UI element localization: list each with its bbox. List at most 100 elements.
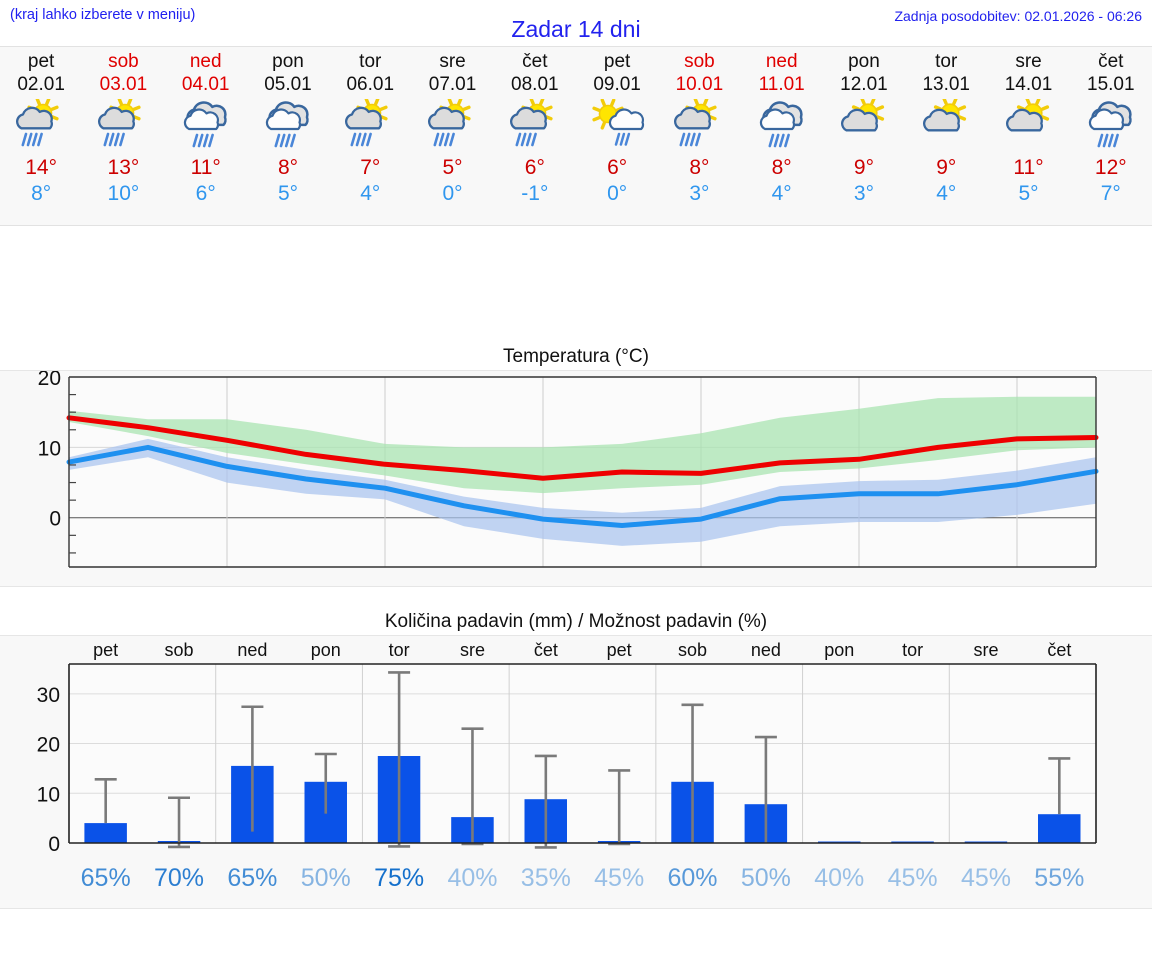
day-of-week-label: sob: [108, 51, 139, 72]
precipitation-category-label: sob: [678, 640, 707, 660]
day-date-label: 02.01: [17, 74, 65, 95]
daily-forecast-strip: pet 02.01 14° 8° sob 03.01 13° 10° ned 04.01 11° 6°…: [0, 46, 1152, 226]
min-temperature-label: 10°: [107, 182, 140, 205]
min-temperature-label: 4°: [771, 182, 792, 205]
max-temperature-label: 6°: [607, 156, 628, 179]
day-column[interactable]: čet 15.01 12° 7°: [1070, 47, 1152, 225]
precipitation-chart-panel: pet sob ned pon tor sre čet pet sob ned pon tor sre č…: [0, 635, 1152, 909]
precipitation-category-label: ned: [751, 640, 781, 660]
max-temperature-label: 6°: [524, 156, 545, 179]
day-date-label: 08.01: [511, 74, 559, 95]
layout-spacer: [0, 226, 1152, 344]
sun-cloud-rain-icon: [16, 99, 59, 147]
temperature-chart-title: Temperatura (°C): [503, 346, 649, 367]
day-column[interactable]: ned 11.01 8° 4°: [741, 47, 823, 225]
max-temperature-label: 14°: [25, 156, 58, 179]
day-of-week-label: čet: [1098, 51, 1124, 72]
min-temperature-label: -1°: [521, 182, 549, 205]
min-temperature-label: 5°: [1018, 182, 1039, 205]
precipitation-y-tick-label: 10: [37, 783, 60, 806]
weather-icon-wrap: [257, 99, 319, 153]
weather-icon-wrap: [998, 99, 1060, 153]
max-temperature-label: 8°: [771, 156, 792, 179]
precipitation-category-label: sob: [165, 640, 194, 660]
precipitation-probability-label: 45%: [888, 864, 938, 892]
weather-icon-wrap: [92, 99, 154, 153]
sun-cloud-icon: [923, 99, 967, 132]
precipitation-probability-label: 65%: [227, 864, 277, 892]
temperature-y-tick-label: 0: [49, 508, 61, 531]
min-temperature-label: 3°: [689, 182, 710, 205]
temperature-chart-panel: 0 10 20: [0, 370, 1152, 587]
precipitation-category-label: pon: [311, 640, 341, 660]
day-column[interactable]: sob 03.01 13° 10°: [82, 47, 164, 225]
min-temperature-label: 4°: [936, 182, 957, 205]
day-column[interactable]: tor 13.01 9° 4°: [905, 47, 987, 225]
sun-cloud-rain-icon: [98, 99, 142, 147]
day-date-label: 09.01: [593, 74, 641, 95]
weather-icon-wrap: [833, 99, 895, 153]
precipitation-probability-label: 70%: [154, 864, 204, 892]
cloud-rain-icon: [265, 101, 309, 148]
precipitation-probability-label: 75%: [374, 864, 424, 892]
min-temperature-label: 4°: [360, 182, 381, 205]
day-of-week-label: pon: [272, 51, 304, 72]
weather-icon-wrap: [504, 99, 566, 153]
day-column[interactable]: pon 12.01 9° 3°: [823, 47, 905, 225]
day-date-label: 15.01: [1087, 74, 1135, 95]
min-temperature-label: 8°: [31, 182, 52, 205]
day-column[interactable]: ned 04.01 11° 6°: [165, 47, 247, 225]
weather-icon-wrap: [10, 99, 72, 153]
day-date-label: 10.01: [675, 74, 724, 95]
precipitation-probability-label: 65%: [81, 864, 131, 892]
max-temperature-label: 5°: [442, 156, 463, 179]
day-column[interactable]: pet 09.01 6° 0°: [576, 47, 658, 225]
precipitation-category-label: čet: [1047, 640, 1071, 660]
day-column[interactable]: sob 10.01 8° 3°: [658, 47, 740, 225]
day-of-week-label: ned: [189, 51, 222, 72]
precipitation-bar: [84, 823, 127, 843]
day-column[interactable]: tor 06.01 7° 4°: [329, 47, 411, 225]
sun-cloud-lightrain-icon: [592, 99, 645, 146]
day-column[interactable]: sre 14.01 11° 5°: [987, 47, 1069, 225]
precipitation-chart-svg: pet sob ned pon tor sre čet pet sob ned pon tor sre č…: [0, 636, 1152, 908]
precipitation-probability-label: 40%: [447, 864, 497, 892]
max-temperature-label: 13°: [107, 156, 140, 179]
day-of-week-label: tor: [935, 51, 958, 72]
day-of-week-label: tor: [359, 51, 382, 72]
day-date-label: 04.01: [181, 74, 230, 95]
day-date-label: 05.01: [264, 74, 312, 95]
weather-icon-wrap: [668, 99, 730, 153]
day-column[interactable]: pon 05.01 8° 5°: [247, 47, 329, 225]
sun-cloud-icon: [840, 99, 885, 132]
min-temperature-label: 7°: [1100, 182, 1121, 205]
sun-cloud-rain-icon: [674, 99, 717, 147]
weather-icon-wrap: [751, 99, 813, 153]
precipitation-category-label: tor: [902, 640, 923, 660]
min-temperature-label: 5°: [277, 182, 299, 205]
weather-icon-wrap: [175, 99, 237, 153]
precipitation-category-label: sre: [460, 640, 485, 660]
cloud-rain-icon: [759, 101, 803, 148]
max-temperature-label: 9°: [853, 156, 874, 179]
max-temperature-label: 11°: [190, 156, 221, 179]
min-temperature-label: 6°: [195, 182, 216, 205]
day-of-week-label: pet: [27, 51, 55, 72]
day-date-label: 13.01: [922, 74, 970, 95]
day-column[interactable]: sre 07.01 5° 0°: [411, 47, 493, 225]
day-column[interactable]: pet 02.01 14° 8°: [0, 47, 82, 225]
temperature-y-tick-label: 10: [38, 437, 61, 460]
temperature-chart-svg: 0 10 20: [0, 371, 1152, 586]
day-of-week-label: sre: [439, 51, 466, 72]
precipitation-probability-label: 50%: [301, 864, 351, 892]
precipitation-probability-label: 45%: [961, 864, 1011, 892]
sun-cloud-rain-icon: [509, 99, 553, 147]
max-temperature-label: 9°: [936, 156, 957, 179]
day-column[interactable]: čet 08.01 6° -1°: [494, 47, 576, 225]
weather-icon-wrap: [1080, 99, 1142, 153]
temperature-series-line: [66, 444, 1099, 528]
precipitation-probability-label: 55%: [1034, 864, 1084, 892]
precipitation-probability-label: 35%: [521, 864, 571, 892]
temperature-y-tick-label: 20: [38, 371, 61, 390]
